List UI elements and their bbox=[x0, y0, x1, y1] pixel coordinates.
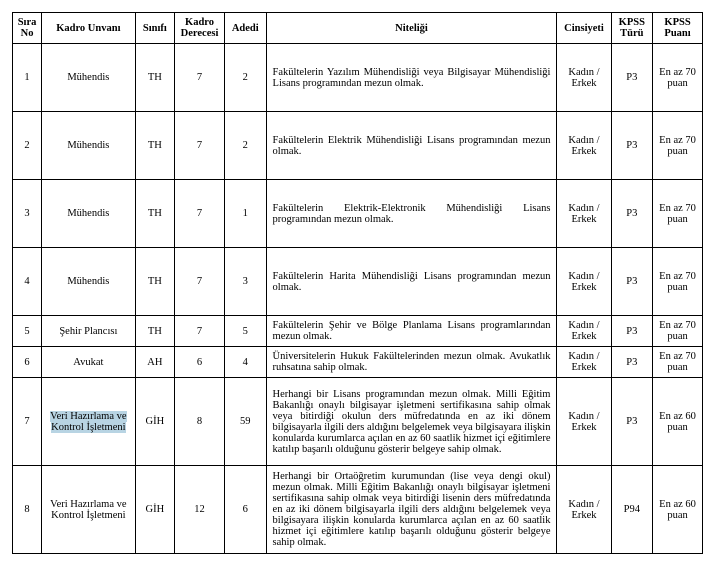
cell-unvan: Mühendis bbox=[42, 44, 136, 112]
cell-cinsiyet: Kadın / Erkek bbox=[557, 378, 611, 466]
cell-derece: 7 bbox=[175, 112, 225, 180]
cell-adedi: 6 bbox=[224, 466, 266, 554]
cell-adedi: 3 bbox=[224, 248, 266, 316]
cell-cinsiyet: Kadın / Erkek bbox=[557, 248, 611, 316]
cell-cinsiyet: Kadın / Erkek bbox=[557, 347, 611, 378]
table-row: 6AvukatAH64Üniversitelerin Hukuk Fakülte… bbox=[13, 347, 703, 378]
cell-adedi: 1 bbox=[224, 180, 266, 248]
cell-nitelik: Fakültelerin Yazılım Mühendisliği veya B… bbox=[266, 44, 557, 112]
cell-nitelik: Fakültelerin Harita Mühendisliği Lisans … bbox=[266, 248, 557, 316]
cell-cinsiyet: Kadın / Erkek bbox=[557, 316, 611, 347]
cell-adedi: 4 bbox=[224, 347, 266, 378]
cell-cinsiyet: Kadın / Erkek bbox=[557, 466, 611, 554]
cell-puan: En az 60 puan bbox=[653, 378, 703, 466]
cell-nitelik: Fakültelerin Elektrik-Elektronik Mühendi… bbox=[266, 180, 557, 248]
cell-puan: En az 70 puan bbox=[653, 112, 703, 180]
cell-cinsiyet: Kadın / Erkek bbox=[557, 112, 611, 180]
col-adedi: Adedi bbox=[224, 13, 266, 44]
cell-adedi: 2 bbox=[224, 44, 266, 112]
table-row: 1MühendisTH72Fakültelerin Yazılım Mühend… bbox=[13, 44, 703, 112]
highlighted-text: Veri Hazırlama ve Kontrol İşletmeni bbox=[50, 411, 126, 433]
cell-turu: P3 bbox=[611, 347, 653, 378]
col-cinsiyet: Cinsiyeti bbox=[557, 13, 611, 44]
col-nitelik: Niteliği bbox=[266, 13, 557, 44]
table-row: 3MühendisTH71Fakültelerin Elektrik-Elekt… bbox=[13, 180, 703, 248]
cell-sira: 7 bbox=[13, 378, 42, 466]
cell-sinif: TH bbox=[135, 180, 174, 248]
cell-sira: 5 bbox=[13, 316, 42, 347]
cell-derece: 7 bbox=[175, 180, 225, 248]
cell-nitelik: Üniversitelerin Hukuk Fakültelerinden me… bbox=[266, 347, 557, 378]
table-row: 8Veri Hazırlama ve Kontrol İşletmeniGİH1… bbox=[13, 466, 703, 554]
cell-puan: En az 70 puan bbox=[653, 44, 703, 112]
cell-sinif: TH bbox=[135, 316, 174, 347]
cell-turu: P3 bbox=[611, 378, 653, 466]
cell-derece: 7 bbox=[175, 316, 225, 347]
cell-adedi: 5 bbox=[224, 316, 266, 347]
cell-turu: P3 bbox=[611, 44, 653, 112]
col-puan: KPSS Puanı bbox=[653, 13, 703, 44]
cell-unvan: Şehir Plancısı bbox=[42, 316, 136, 347]
cell-sinif: TH bbox=[135, 44, 174, 112]
cell-puan: En az 70 puan bbox=[653, 180, 703, 248]
cell-sinif: TH bbox=[135, 112, 174, 180]
cell-sinif: TH bbox=[135, 248, 174, 316]
cell-puan: En az 70 puan bbox=[653, 347, 703, 378]
cell-turu: P3 bbox=[611, 180, 653, 248]
cell-turu: P3 bbox=[611, 112, 653, 180]
cell-unvan: Mühendis bbox=[42, 248, 136, 316]
table-row: 4MühendisTH73Fakültelerin Harita Mühendi… bbox=[13, 248, 703, 316]
cell-derece: 8 bbox=[175, 378, 225, 466]
cell-nitelik: Herhangi bir Lisans programından mezun o… bbox=[266, 378, 557, 466]
cell-sira: 8 bbox=[13, 466, 42, 554]
cell-unvan: Avukat bbox=[42, 347, 136, 378]
cell-adedi: 59 bbox=[224, 378, 266, 466]
cell-unvan: Mühendis bbox=[42, 180, 136, 248]
cell-sira: 4 bbox=[13, 248, 42, 316]
col-turu: KPSS Türü bbox=[611, 13, 653, 44]
cell-adedi: 2 bbox=[224, 112, 266, 180]
cell-derece: 7 bbox=[175, 248, 225, 316]
positions-table: Sıra No Kadro Unvanı Sınıfı Kadro Derece… bbox=[12, 12, 703, 554]
cell-turu: P3 bbox=[611, 248, 653, 316]
table-row: 2MühendisTH72Fakültelerin Elektrik Mühen… bbox=[13, 112, 703, 180]
cell-sira: 6 bbox=[13, 347, 42, 378]
cell-cinsiyet: Kadın / Erkek bbox=[557, 44, 611, 112]
cell-derece: 7 bbox=[175, 44, 225, 112]
col-derece: Kadro Derecesi bbox=[175, 13, 225, 44]
col-sira: Sıra No bbox=[13, 13, 42, 44]
cell-nitelik: Fakültelerin Şehir ve Bölge Planlama Lis… bbox=[266, 316, 557, 347]
cell-derece: 6 bbox=[175, 347, 225, 378]
cell-sinif: GİH bbox=[135, 466, 174, 554]
table-row: 5Şehir PlancısıTH75Fakültelerin Şehir ve… bbox=[13, 316, 703, 347]
cell-turu: P3 bbox=[611, 316, 653, 347]
cell-puan: En az 70 puan bbox=[653, 248, 703, 316]
cell-sira: 1 bbox=[13, 44, 42, 112]
col-sinif: Sınıfı bbox=[135, 13, 174, 44]
cell-sinif: GİH bbox=[135, 378, 174, 466]
cell-unvan: Veri Hazırlama ve Kontrol İşletmeni bbox=[42, 466, 136, 554]
table-header-row: Sıra No Kadro Unvanı Sınıfı Kadro Derece… bbox=[13, 13, 703, 44]
cell-nitelik: Fakültelerin Elektrik Mühendisliği Lisan… bbox=[266, 112, 557, 180]
cell-sinif: AH bbox=[135, 347, 174, 378]
cell-unvan: Mühendis bbox=[42, 112, 136, 180]
table-row: 7 Veri Hazırlama ve Kontrol İşletmeni GİH8… bbox=[13, 378, 703, 466]
col-unvan: Kadro Unvanı bbox=[42, 13, 136, 44]
cell-sira: 2 bbox=[13, 112, 42, 180]
cell-sira: 3 bbox=[13, 180, 42, 248]
cell-unvan: Veri Hazırlama ve Kontrol İşletmeni bbox=[42, 378, 136, 466]
cell-puan: En az 70 puan bbox=[653, 316, 703, 347]
cell-nitelik: Herhangi bir Ortaöğretim kurumundan (lis… bbox=[266, 466, 557, 554]
cell-puan: En az 60 puan bbox=[653, 466, 703, 554]
cell-cinsiyet: Kadın / Erkek bbox=[557, 180, 611, 248]
cell-turu: P94 bbox=[611, 466, 653, 554]
cell-derece: 12 bbox=[175, 466, 225, 554]
